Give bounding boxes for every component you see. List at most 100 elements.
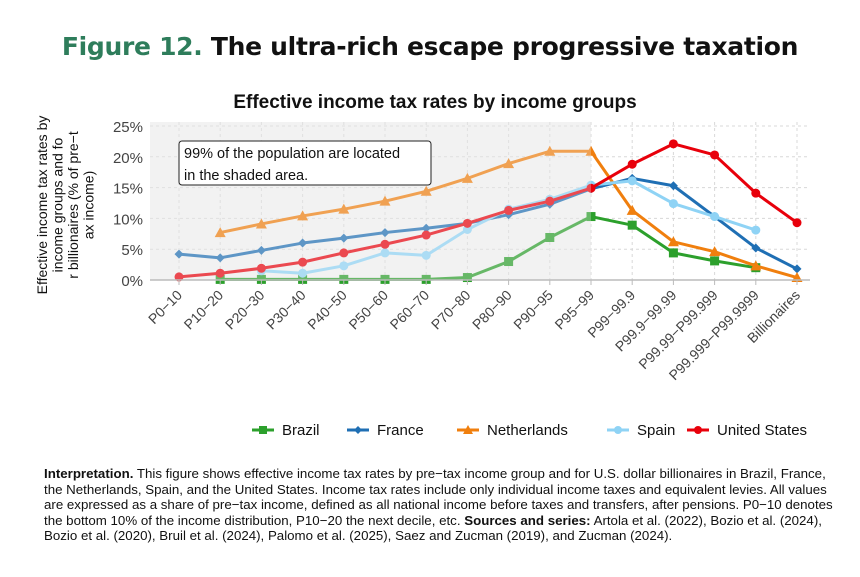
x-tick-label: P60−70 xyxy=(387,287,433,333)
data-point xyxy=(668,139,678,149)
data-point xyxy=(750,260,762,271)
data-point xyxy=(298,257,308,267)
figure-title-text: The ultra-rich escape progressive taxati… xyxy=(210,32,799,61)
data-point xyxy=(215,253,225,263)
x-tick-label: P10−20 xyxy=(181,287,227,333)
legend-label: Netherlands xyxy=(487,422,568,439)
figure-title: Figure 12. The ultra-rich escape progres… xyxy=(0,32,860,61)
data-point xyxy=(751,243,761,253)
data-point xyxy=(792,264,802,274)
data-point xyxy=(668,199,678,209)
y-tick-label: 15% xyxy=(113,181,143,198)
legend-item: United States xyxy=(687,422,807,439)
legend-marker xyxy=(694,426,702,434)
legend-label: Brazil xyxy=(282,422,320,439)
data-point xyxy=(339,261,349,271)
y-axis-label-line: Effective income tax rates by xyxy=(34,116,50,295)
data-point xyxy=(380,239,390,249)
data-point xyxy=(339,248,349,258)
figure-number: Figure 12. xyxy=(61,32,203,61)
data-point xyxy=(462,218,472,228)
data-point xyxy=(751,188,761,198)
chart: Effective income tax rates by income gro… xyxy=(34,92,810,439)
legend-item: France xyxy=(347,422,424,439)
x-tick-label: P20−30 xyxy=(222,287,268,333)
x-tick-label: P50−60 xyxy=(345,287,391,333)
data-point xyxy=(462,224,472,234)
y-tick-label: 5% xyxy=(121,242,143,259)
y-axis-label: Effective income tax rates by income grou… xyxy=(34,116,97,295)
data-point xyxy=(751,225,761,235)
data-point xyxy=(586,183,596,193)
data-point xyxy=(668,181,678,191)
data-point xyxy=(626,204,638,215)
y-tick-label: 10% xyxy=(113,211,143,228)
chart-title: Effective income tax rates by income gro… xyxy=(233,92,636,113)
data-point xyxy=(545,196,555,206)
data-point xyxy=(214,227,226,238)
data-point xyxy=(174,249,184,259)
data-point xyxy=(380,228,390,238)
data-point xyxy=(627,220,637,230)
annotation-line-1: 99% of the population are located xyxy=(184,146,400,162)
data-point xyxy=(255,218,267,229)
data-point xyxy=(504,257,514,267)
data-point xyxy=(545,232,555,242)
data-point xyxy=(174,272,184,282)
data-point xyxy=(461,172,473,183)
x-tick-label: P70−80 xyxy=(428,287,474,333)
annotation-box: 99% of the population are located in the… xyxy=(178,140,432,186)
data-point xyxy=(504,205,514,215)
data-point xyxy=(585,145,597,156)
data-point xyxy=(792,218,802,228)
legend-item: Brazil xyxy=(252,422,320,439)
data-point xyxy=(215,268,225,278)
legend-label: Spain xyxy=(637,422,675,439)
sources-text: Artola et al. (2022), Bozio et al. (2024… xyxy=(44,512,822,544)
data-point xyxy=(667,236,679,247)
series-line xyxy=(178,142,798,279)
data-point xyxy=(421,223,431,233)
y-axis-label-line: r billionaires (% of pre−t xyxy=(65,131,81,279)
data-point xyxy=(668,248,678,258)
x-tick-label: P40−50 xyxy=(304,287,350,333)
data-point xyxy=(709,246,721,257)
data-point xyxy=(379,195,391,206)
legend: Brazil France Netherlands Spain United State… xyxy=(252,422,807,439)
data-point xyxy=(298,268,308,278)
data-point xyxy=(462,273,472,283)
y-tick-label: 0% xyxy=(121,273,143,290)
x-tick-label: P80−90 xyxy=(469,287,515,333)
legend-label: United States xyxy=(717,422,807,439)
data-point xyxy=(256,263,266,273)
data-point xyxy=(503,158,515,169)
legend-item: Netherlands xyxy=(457,422,568,439)
data-point xyxy=(421,250,431,260)
x-tick-label: P30−40 xyxy=(263,287,309,333)
data-point xyxy=(297,210,309,221)
data-point xyxy=(710,212,720,222)
data-point xyxy=(338,203,350,214)
data-point xyxy=(421,230,431,240)
legend-label: France xyxy=(377,422,424,439)
x-tick-label: P0−10 xyxy=(145,287,185,327)
data-point xyxy=(256,245,266,255)
data-point xyxy=(627,176,637,186)
data-point xyxy=(627,159,637,169)
data-point xyxy=(298,238,308,248)
legend-marker xyxy=(354,426,362,434)
data-point xyxy=(586,212,596,222)
y-tick-label: 20% xyxy=(113,150,143,167)
x-tick-label: P90−95 xyxy=(510,287,556,333)
annotation-line-2: in the shaded area. xyxy=(184,168,308,184)
y-tick-label: 25% xyxy=(113,119,143,136)
legend-marker xyxy=(259,426,267,434)
data-point xyxy=(339,233,349,243)
data-point xyxy=(380,248,390,258)
data-point xyxy=(710,150,720,160)
legend-item: Spain xyxy=(607,422,675,439)
sources-label: Sources and series: xyxy=(464,512,591,528)
interpretation-text: This figure shows effective income tax r… xyxy=(44,466,833,528)
data-point xyxy=(420,185,432,196)
interpretation-note: Interpretation. This figure shows effect… xyxy=(44,466,834,544)
